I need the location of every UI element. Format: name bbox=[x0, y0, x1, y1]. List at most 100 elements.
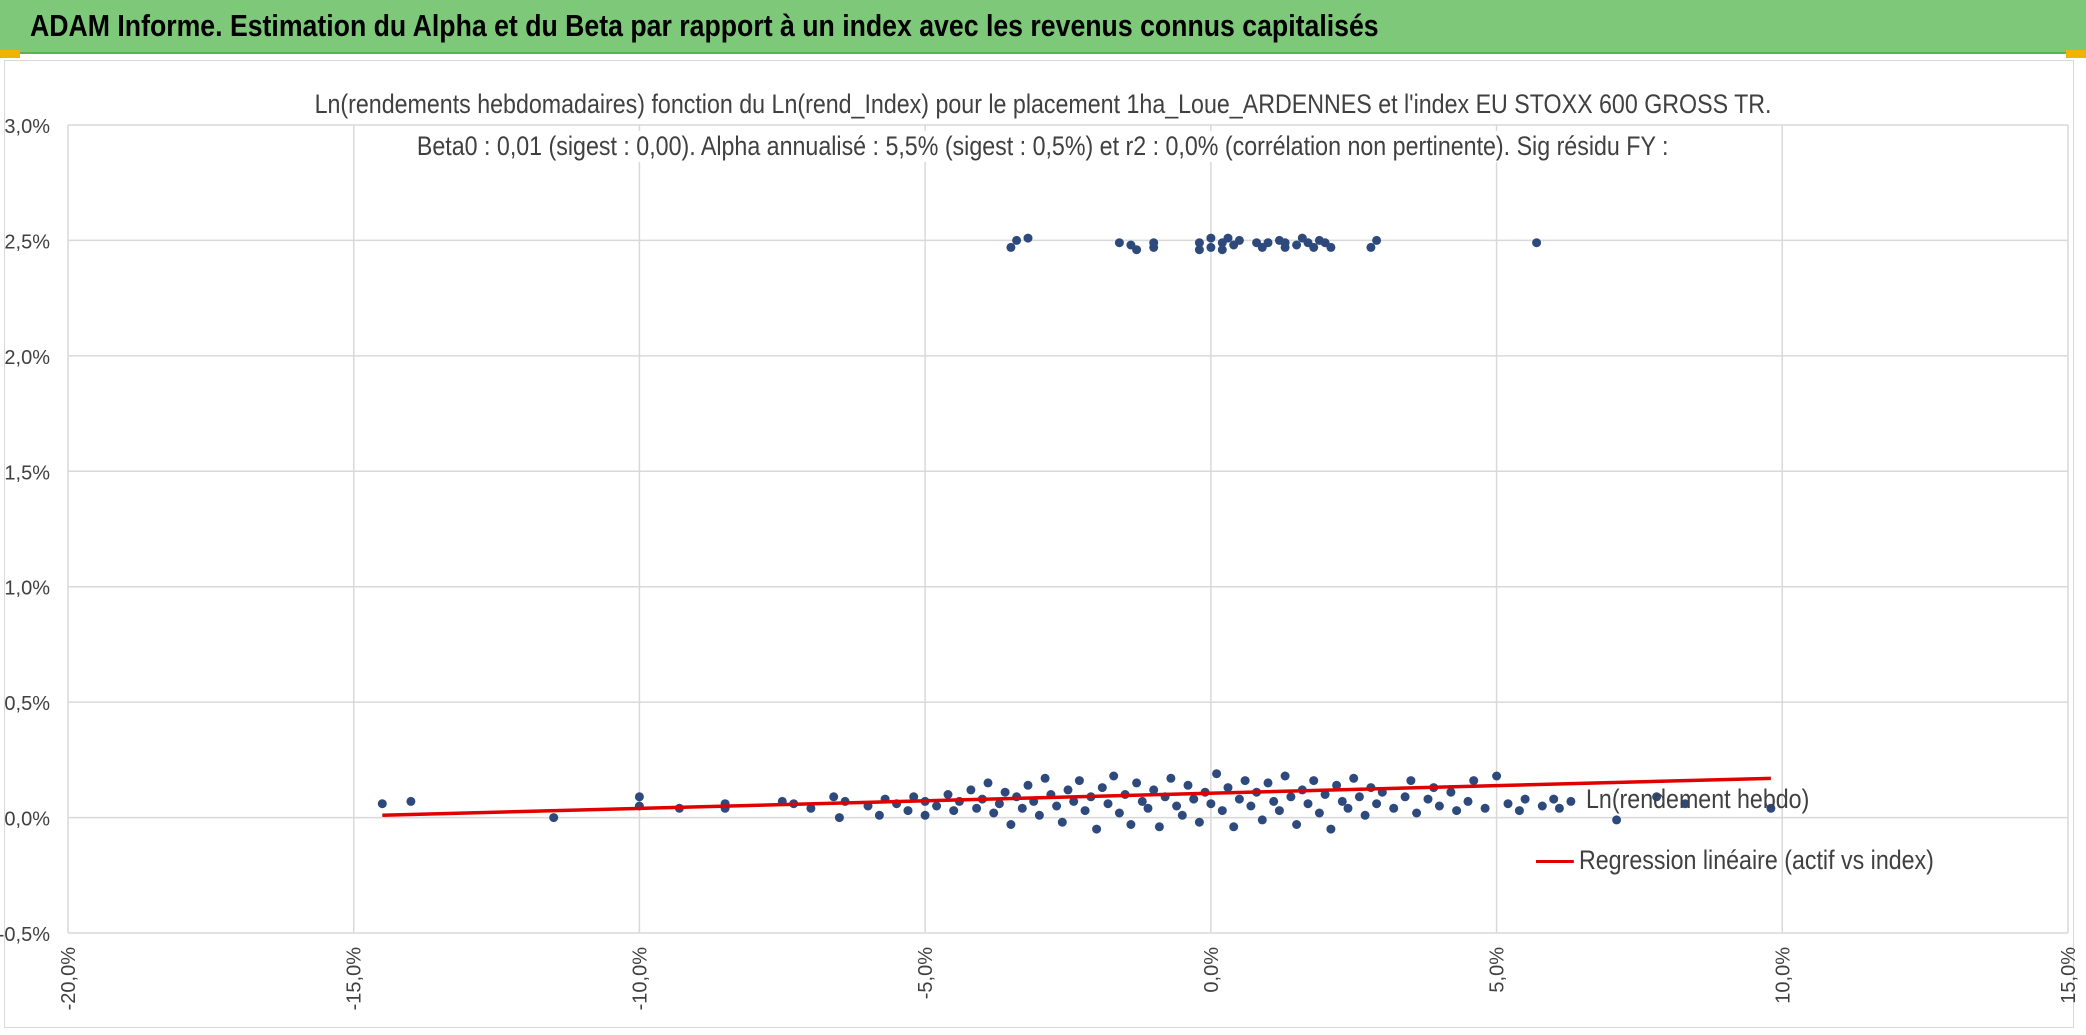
data-point bbox=[1017, 803, 1027, 813]
data-point bbox=[1000, 787, 1010, 797]
data-point bbox=[1074, 776, 1084, 786]
data-point bbox=[634, 792, 644, 802]
data-point bbox=[966, 785, 976, 795]
data-point bbox=[1132, 778, 1142, 788]
data-point bbox=[1389, 803, 1399, 813]
data-point bbox=[943, 790, 953, 799]
data-point bbox=[1257, 815, 1267, 825]
chart-title-text: Ln(rendements hebdomadaires) fonction du… bbox=[309, 89, 1777, 120]
data-point bbox=[1052, 801, 1062, 811]
data-point bbox=[1149, 785, 1159, 795]
data-point bbox=[1069, 796, 1079, 806]
legend-label-scatter: Ln(rendement hebdo) bbox=[1586, 784, 1810, 814]
data-point bbox=[1503, 799, 1513, 809]
data-point bbox=[1354, 792, 1364, 802]
data-point bbox=[1206, 242, 1216, 252]
data-point bbox=[920, 810, 930, 820]
data-point bbox=[1234, 235, 1244, 245]
data-point bbox=[909, 792, 919, 802]
data-point bbox=[1366, 242, 1376, 252]
data-point bbox=[972, 803, 982, 813]
data-point bbox=[949, 806, 959, 816]
data-point bbox=[1554, 803, 1564, 813]
legend-line-swatch bbox=[1536, 860, 1574, 864]
data-point bbox=[1292, 240, 1302, 250]
x-tick-label: 5,0% bbox=[1487, 947, 1509, 993]
data-point bbox=[1023, 780, 1033, 790]
x-tick-label: -15,0% bbox=[344, 947, 366, 1011]
data-point bbox=[1514, 806, 1524, 816]
data-point bbox=[874, 810, 884, 820]
y-tick-label: -0,5% bbox=[0, 924, 50, 946]
y-tick-label: 0,5% bbox=[4, 693, 50, 715]
data-point bbox=[1372, 235, 1382, 245]
data-point bbox=[1229, 822, 1239, 832]
data-point bbox=[1292, 820, 1302, 829]
data-point bbox=[1183, 780, 1193, 790]
data-point bbox=[1217, 245, 1227, 255]
data-point bbox=[1172, 801, 1182, 811]
data-point bbox=[1332, 780, 1342, 790]
data-point bbox=[1149, 242, 1159, 252]
legend-item-scatter: Ln(rendement hebdo) bbox=[1586, 784, 1809, 815]
data-point bbox=[1057, 817, 1067, 827]
y-tick-label: 1,0% bbox=[4, 578, 50, 600]
chart-title: Ln(rendements hebdomadaires) fonction du… bbox=[0, 89, 2086, 120]
data-point bbox=[1680, 799, 1690, 809]
data-point bbox=[1280, 771, 1290, 781]
data-point bbox=[406, 796, 416, 806]
header-banner: ADAM Informe. Estimation du Alpha et du … bbox=[0, 0, 2086, 58]
data-point bbox=[1240, 776, 1250, 786]
data-point bbox=[377, 799, 387, 809]
data-point bbox=[1303, 799, 1313, 809]
data-point bbox=[1360, 810, 1370, 820]
data-point bbox=[1549, 794, 1559, 804]
data-point bbox=[1463, 796, 1473, 806]
data-point bbox=[1412, 808, 1422, 818]
data-point bbox=[1206, 233, 1216, 243]
data-point bbox=[549, 813, 559, 823]
data-point bbox=[1492, 771, 1502, 781]
data-point bbox=[806, 803, 816, 813]
data-point bbox=[1532, 238, 1542, 248]
data-point bbox=[1114, 238, 1124, 248]
banner-corner-right bbox=[2066, 50, 2086, 58]
regression-line bbox=[382, 776, 1771, 818]
data-point bbox=[1372, 799, 1382, 809]
data-point bbox=[994, 799, 1004, 809]
x-tick-label: -5,0% bbox=[915, 947, 937, 999]
data-point bbox=[1080, 806, 1090, 816]
x-tick-label: -10,0% bbox=[629, 947, 651, 1011]
data-point bbox=[1612, 815, 1622, 825]
data-point bbox=[1126, 820, 1136, 829]
data-point bbox=[1212, 769, 1222, 779]
data-point bbox=[1446, 787, 1456, 797]
data-point bbox=[1326, 824, 1336, 834]
data-point bbox=[1400, 792, 1410, 802]
data-point bbox=[1143, 803, 1153, 813]
data-point bbox=[1132, 245, 1142, 255]
x-tick-label: 10,0% bbox=[1772, 947, 1794, 1004]
chart-subtitle-text: Beta0 : 0,01 (sigest : 0,00). Alpha annu… bbox=[412, 131, 1674, 162]
data-point bbox=[932, 801, 942, 811]
data-point bbox=[1234, 794, 1244, 804]
data-point bbox=[1320, 790, 1330, 799]
data-point bbox=[1337, 796, 1347, 806]
data-point bbox=[1263, 778, 1273, 788]
data-point bbox=[1263, 238, 1273, 248]
data-point bbox=[1114, 808, 1124, 818]
data-point bbox=[1103, 799, 1113, 809]
data-point bbox=[1012, 235, 1022, 245]
data-point bbox=[1194, 817, 1204, 827]
data-point bbox=[1469, 776, 1479, 786]
data-point bbox=[1006, 820, 1016, 829]
banner-corner-left bbox=[0, 50, 20, 58]
data-point bbox=[829, 792, 839, 802]
data-point bbox=[1246, 801, 1256, 811]
data-point bbox=[903, 806, 913, 816]
data-point bbox=[1223, 783, 1233, 793]
chart-area bbox=[4, 60, 2074, 1028]
data-point bbox=[1274, 806, 1284, 816]
data-point bbox=[1269, 796, 1279, 806]
